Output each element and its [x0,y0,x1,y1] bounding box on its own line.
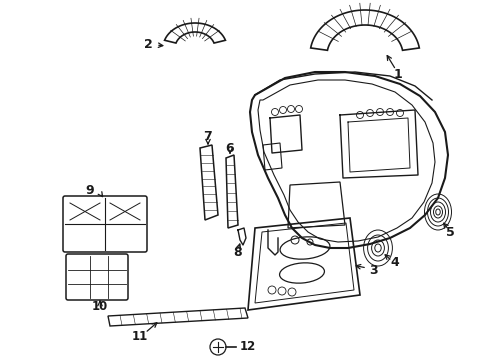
Text: 5: 5 [445,225,453,238]
Text: 7: 7 [203,130,212,144]
Text: 11: 11 [132,329,148,342]
Text: 3: 3 [368,264,377,276]
Text: 4: 4 [390,256,399,270]
Text: 8: 8 [233,246,242,258]
Text: 1: 1 [393,68,402,81]
Text: 9: 9 [85,184,94,197]
Text: 6: 6 [225,141,234,154]
Text: 10: 10 [92,300,108,312]
Text: 2: 2 [143,39,152,51]
Text: 12: 12 [240,341,256,354]
